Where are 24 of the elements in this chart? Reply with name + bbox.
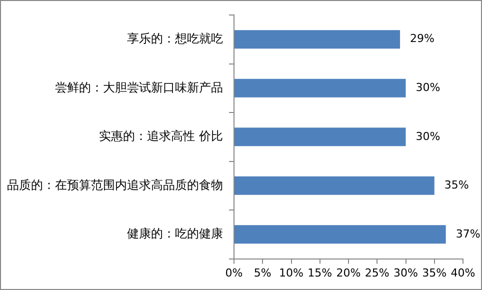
y-tick-label: 品质的：在预算范围内追求高品质的食物	[7, 178, 223, 192]
x-tick-label: 10%	[279, 266, 304, 280]
x-tick-label: 40%	[450, 266, 476, 280]
bar	[234, 128, 406, 146]
bar	[234, 78, 406, 98]
data-label: 30%	[416, 130, 440, 143]
x-tick-label: 15%	[308, 266, 332, 280]
y-tick-label: 健康的：吃的健康	[127, 226, 223, 241]
data-label: 30%	[416, 81, 440, 94]
data-label: 29%	[410, 32, 434, 46]
bar	[234, 30, 400, 49]
x-tick-label: 25%	[364, 266, 390, 280]
data-label: 37%	[456, 227, 480, 240]
x-tick-label: 0%	[225, 266, 243, 280]
y-tick-label: 尝鲜的：大胆尝试新口味新产品	[55, 80, 223, 94]
x-tick-label: 20%	[336, 266, 361, 280]
y-tick-label: 享乐的：想吃就吃	[127, 32, 223, 46]
x-tick-label: 5%	[254, 266, 272, 280]
bar	[234, 225, 446, 244]
bar	[234, 176, 434, 195]
data-label: 35%	[444, 178, 469, 192]
x-tick-label: 35%	[422, 266, 447, 280]
y-tick-label: 实惠的：追求高性 价比	[99, 129, 223, 144]
x-tick-label: 30%	[394, 266, 418, 280]
